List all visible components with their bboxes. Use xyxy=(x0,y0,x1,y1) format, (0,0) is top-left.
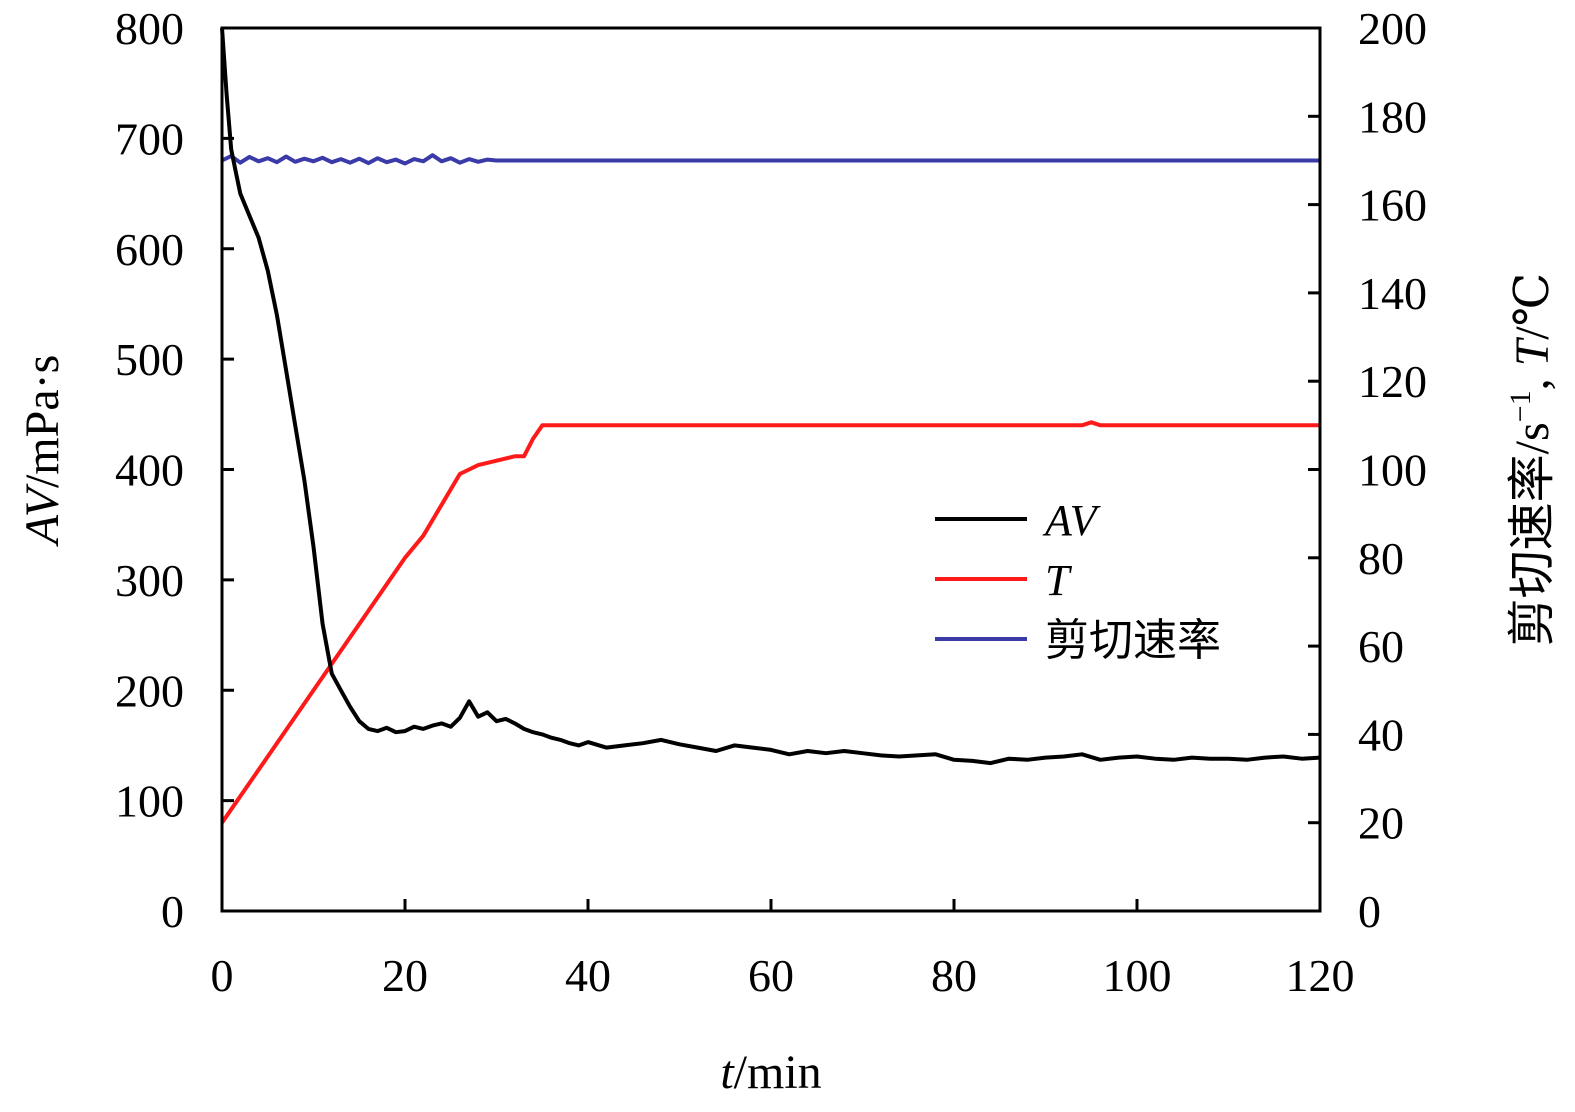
series-line-av xyxy=(220,27,1321,766)
legend-label: 剪切速率 xyxy=(1045,616,1221,665)
y-right-tick-label: 160 xyxy=(1358,180,1427,231)
y-right-tick-label: 180 xyxy=(1358,91,1427,142)
y-right-axis-title-sep: , xyxy=(1506,366,1559,390)
series-layer xyxy=(220,27,1321,824)
y-left-tick-label: 700 xyxy=(115,113,184,164)
x-tick-label: 40 xyxy=(565,950,611,1001)
series-line-shear-rate xyxy=(221,153,1320,166)
y-left-tick-label: 100 xyxy=(115,776,184,827)
x-axis-title-unit: /min xyxy=(734,1046,822,1099)
x-axis-ticks: 0 20 40 60 80 100 120 xyxy=(211,899,1355,1001)
x-tick-label: 80 xyxy=(931,950,977,1001)
x-tick-label: 120 xyxy=(1286,950,1355,1001)
legend-label: AV xyxy=(1042,496,1102,545)
y-left-tick-label: 500 xyxy=(115,334,184,385)
y-right-tick-label: 0 xyxy=(1358,886,1381,937)
y-left-axis-title: AV/mPa·s xyxy=(16,355,69,548)
y-left-tick-label: 200 xyxy=(115,665,184,716)
y-left-axis-title-unit: /mPa·s xyxy=(16,355,69,488)
series-line-t xyxy=(220,420,1320,824)
y-right-tick-label: 40 xyxy=(1358,709,1404,760)
x-axis-title-var: t xyxy=(720,1046,735,1099)
x-tick-label: 20 xyxy=(382,950,428,1001)
y-right-tick-label: 120 xyxy=(1358,356,1427,407)
y-right-tick-label: 80 xyxy=(1358,533,1404,584)
x-tick-label: 60 xyxy=(748,950,794,1001)
y-right-tick-label: 60 xyxy=(1358,621,1404,672)
y-right-tick-label: 20 xyxy=(1358,798,1404,849)
plot-frame xyxy=(220,26,1322,913)
x-tick-label: 100 xyxy=(1103,950,1172,1001)
y-right-axis-title-unit: /℃ xyxy=(1506,273,1559,340)
y-left-tick-label: 800 xyxy=(115,3,184,54)
y-left-tick-label: 300 xyxy=(115,555,184,606)
y-left-axis-title-var: AV xyxy=(16,483,69,547)
y-left-axis-ticks: 0 100 200 300 400 500 600 700 800 xyxy=(115,3,234,937)
y-right-tick-label: 100 xyxy=(1358,445,1427,496)
y-right-axis-title-prefix: 剪切速率/s xyxy=(1506,422,1559,646)
y-left-tick-label: 600 xyxy=(115,224,184,275)
y-left-tick-label: 0 xyxy=(161,886,184,937)
y-right-axis-title-var: T xyxy=(1506,336,1559,366)
y-right-axis-ticks: 0 20 40 60 80 100 120 140 160 180 200 xyxy=(1308,3,1427,937)
x-tick-label: 0 xyxy=(211,950,234,1001)
y-right-tick-label: 140 xyxy=(1358,268,1427,319)
y-right-axis-title: 剪切速率/s−1, T/℃ xyxy=(1504,273,1559,647)
y-right-tick-label: 200 xyxy=(1358,3,1427,54)
x-axis-title: t/min xyxy=(720,1046,821,1099)
legend: AV T 剪切速率 xyxy=(935,496,1221,665)
y-left-tick-label: 400 xyxy=(115,445,184,496)
y-right-axis-title-sup: −1 xyxy=(1504,390,1537,422)
legend-label: T xyxy=(1045,556,1073,605)
